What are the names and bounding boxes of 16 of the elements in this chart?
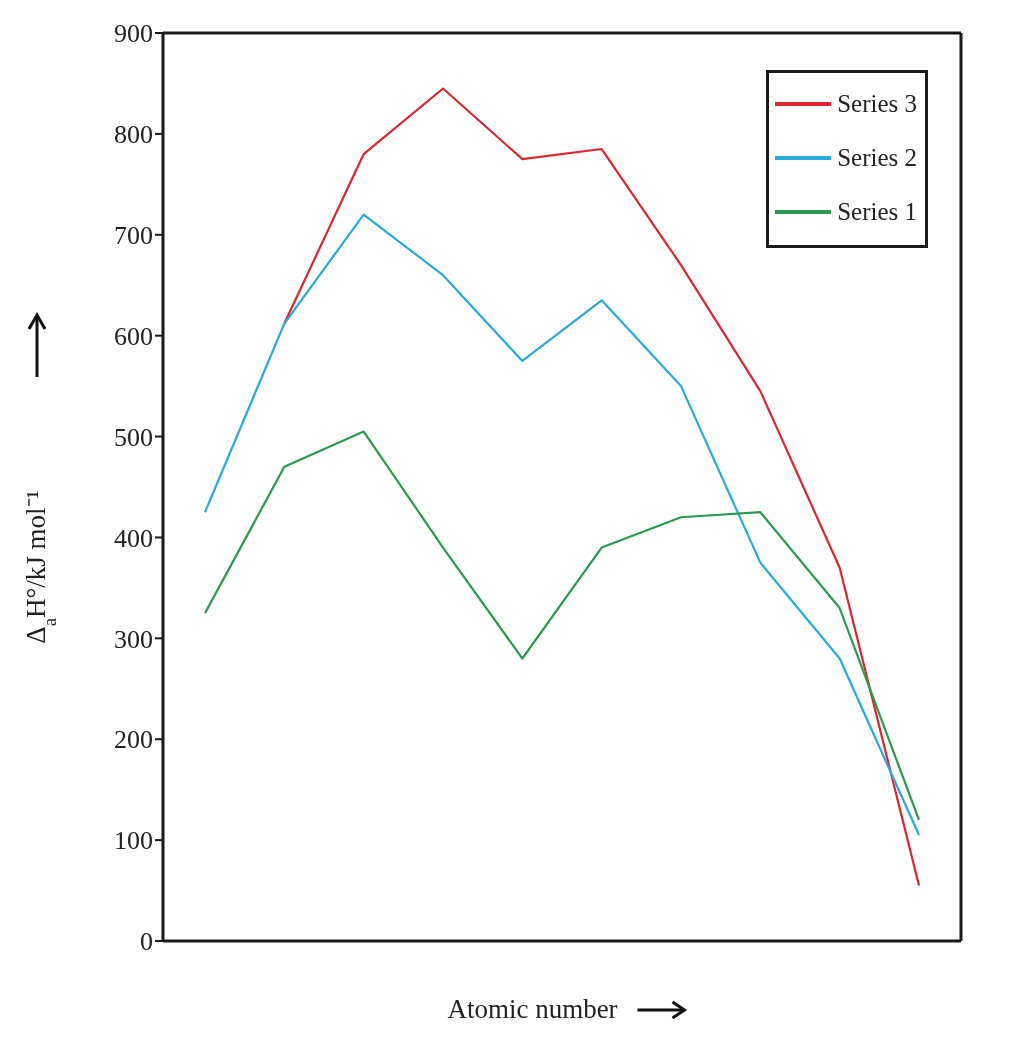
legend-label: Series 1	[837, 198, 917, 226]
line-series	[203, 430, 921, 822]
y-tick-label: 200	[114, 725, 153, 755]
y-tick-label: 400	[114, 523, 153, 553]
y-tick-label: 300	[114, 624, 153, 654]
line-series	[283, 87, 921, 887]
y-tick-label: 500	[114, 422, 153, 452]
legend-label: Series 2	[837, 144, 917, 172]
x-axis-title: Atomic number	[447, 994, 618, 1024]
y-tick-label: 600	[114, 321, 153, 351]
y-tick-label: 0	[140, 927, 153, 957]
y-tick-label: 700	[114, 221, 153, 251]
y-tick-label: 900	[114, 19, 153, 49]
y-tick-label: 100	[114, 826, 153, 856]
legend-label: Series 3	[837, 90, 917, 118]
y-tick-label: 800	[114, 120, 153, 150]
